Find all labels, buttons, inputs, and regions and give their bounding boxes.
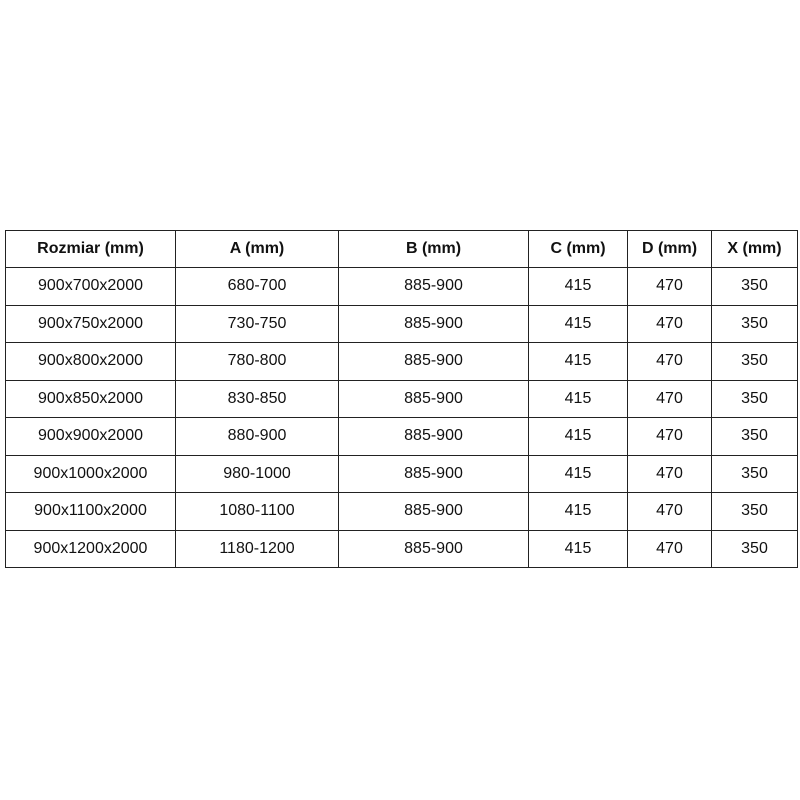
table-cell: 900x800x2000: [5, 342, 176, 381]
table-cell: 350: [711, 379, 798, 418]
table-cell: 470: [627, 492, 712, 531]
header-cell: Rozmiar (mm): [5, 230, 176, 268]
table-cell: 470: [627, 304, 712, 343]
table-row: 900x700x2000 680-700 885-900 415 470 350: [5, 267, 798, 306]
table-cell: 470: [627, 267, 712, 306]
table-cell: 415: [528, 417, 628, 456]
table-row: 900x900x2000 880-900 885-900 415 470 350: [5, 417, 798, 456]
header-cell: A (mm): [175, 230, 339, 268]
table-cell: 780-800: [175, 342, 339, 381]
table-cell: 885-900: [338, 454, 529, 493]
table-row: 900x750x2000 730-750 885-900 415 470 350: [5, 304, 798, 343]
header-row: Rozmiar (mm) A (mm) B (mm) C (mm) D (mm)…: [5, 230, 798, 268]
table-cell: 830-850: [175, 379, 339, 418]
table-cell: 880-900: [175, 417, 339, 456]
table-cell: 900x1000x2000: [5, 454, 176, 493]
table-cell: 885-900: [338, 529, 529, 568]
table-cell: 350: [711, 454, 798, 493]
table-cell: 470: [627, 529, 712, 568]
table-cell: 900x1100x2000: [5, 492, 176, 531]
table-cell: 470: [627, 379, 712, 418]
table-cell: 680-700: [175, 267, 339, 306]
table-cell: 415: [528, 304, 628, 343]
table-cell: 980-1000: [175, 454, 339, 493]
table-row: 900x1000x2000 980-1000 885-900 415 470 350: [5, 454, 798, 493]
table-cell: 350: [711, 417, 798, 456]
table-cell: 415: [528, 342, 628, 381]
table-cell: 350: [711, 492, 798, 531]
table-cell: 470: [627, 417, 712, 456]
table-row: 900x1100x2000 1080-1100 885-900 415 470 350: [5, 492, 798, 531]
table-cell: 415: [528, 267, 628, 306]
table-cell: 900x850x2000: [5, 379, 176, 418]
table-cell: 900x900x2000: [5, 417, 176, 456]
table-row: 900x850x2000 830-850 885-900 415 470 350: [5, 379, 798, 418]
table-cell: 415: [528, 379, 628, 418]
table-cell: 885-900: [338, 417, 529, 456]
table-cell: 900x1200x2000: [5, 529, 176, 568]
table-cell: 885-900: [338, 304, 529, 343]
table-cell: 900x700x2000: [5, 267, 176, 306]
table-cell: 885-900: [338, 492, 529, 531]
table-cell: 350: [711, 342, 798, 381]
table-cell: 470: [627, 342, 712, 381]
header-cell: C (mm): [528, 230, 628, 268]
header-cell: B (mm): [338, 230, 529, 268]
table-cell: 730-750: [175, 304, 339, 343]
table-cell: 885-900: [338, 379, 529, 418]
table-cell: 350: [711, 267, 798, 306]
dimensions-table: Rozmiar (mm) A (mm) B (mm) C (mm) D (mm)…: [5, 230, 798, 568]
table-cell: 900x750x2000: [5, 304, 176, 343]
table-cell: 885-900: [338, 342, 529, 381]
table-cell: 415: [528, 492, 628, 531]
header-cell: X (mm): [711, 230, 798, 268]
table-cell: 1080-1100: [175, 492, 339, 531]
table-cell: 885-900: [338, 267, 529, 306]
table-cell: 415: [528, 454, 628, 493]
table-cell: 470: [627, 454, 712, 493]
table-row: 900x800x2000 780-800 885-900 415 470 350: [5, 342, 798, 381]
table-cell: 350: [711, 529, 798, 568]
table-cell: 1180-1200: [175, 529, 339, 568]
table-row: 900x1200x2000 1180-1200 885-900 415 470 350: [5, 529, 798, 568]
table-cell: 350: [711, 304, 798, 343]
header-cell: D (mm): [627, 230, 712, 268]
table-cell: 415: [528, 529, 628, 568]
